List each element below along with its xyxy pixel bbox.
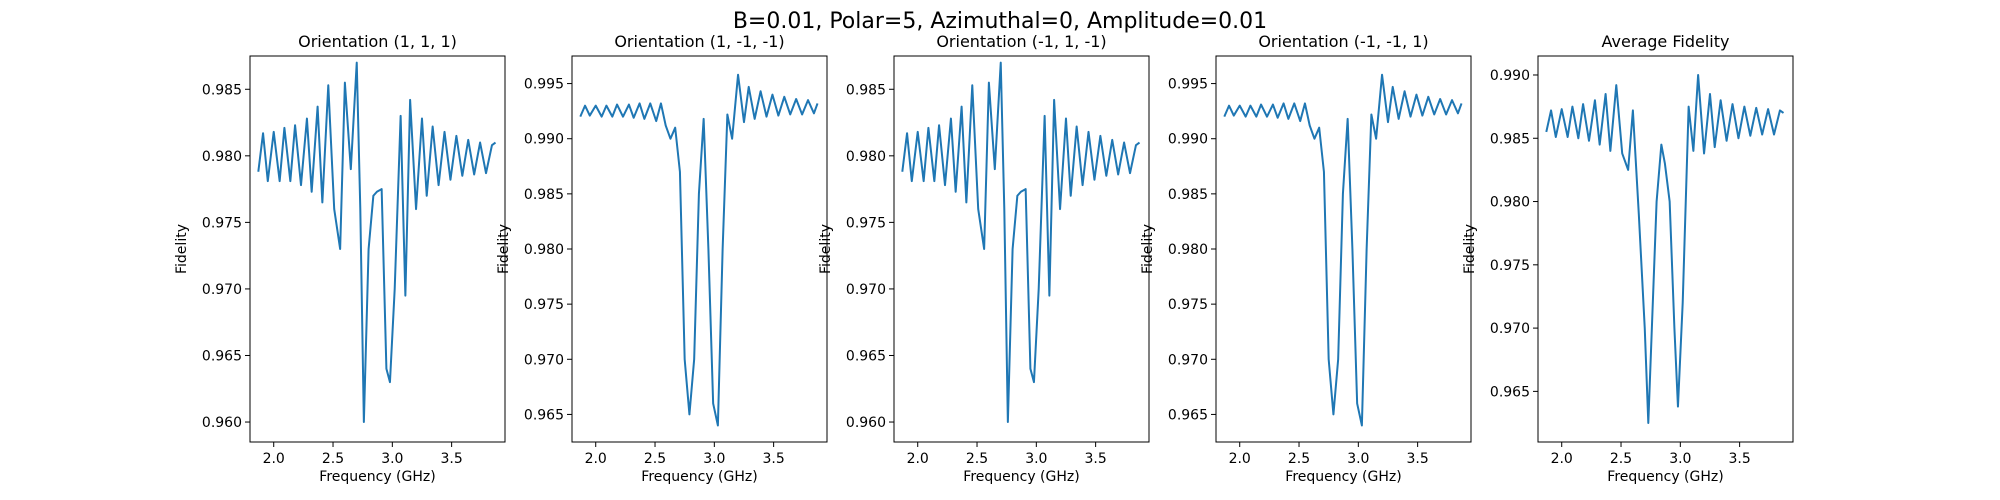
x-tick-label: 2.5 xyxy=(1288,451,1310,467)
x-tick-label: 3.5 xyxy=(1728,451,1750,467)
subplot-title: Orientation (-1, 1, -1) xyxy=(936,32,1106,51)
series-line xyxy=(1223,73,1463,427)
series-line xyxy=(901,61,1141,424)
y-tick-label: 0.970 xyxy=(1490,321,1530,337)
y-tick-label: 0.965 xyxy=(1168,407,1208,423)
subplot-title: Orientation (-1, -1, 1) xyxy=(1258,32,1428,51)
y-tick-label: 0.970 xyxy=(524,352,564,368)
figure-title: B=0.01, Polar=5, Azimuthal=0, Amplitude=… xyxy=(733,9,1267,34)
x-axis-label: Frequency (GHz) xyxy=(641,469,757,485)
y-tick-label: 0.975 xyxy=(846,215,886,231)
y-tick-label: 0.995 xyxy=(524,77,564,93)
y-tick-label: 0.975 xyxy=(1168,297,1208,313)
y-tick-label: 0.970 xyxy=(202,282,242,298)
y-tick-label: 0.975 xyxy=(524,297,564,313)
x-tick-label: 3.5 xyxy=(1084,451,1106,467)
plot-frame xyxy=(249,55,506,443)
y-tick-label: 0.965 xyxy=(202,348,242,364)
x-tick-label: 2.5 xyxy=(322,451,344,467)
subplots: Orientation (1, 1, 1) 2.0 2.5 3.0 3.5 0.960 0.… xyxy=(174,32,1794,485)
y-tick-label: 0.960 xyxy=(202,415,242,431)
y-tick-label: 0.990 xyxy=(1168,132,1208,148)
y-tick-label: 0.965 xyxy=(524,407,564,423)
x-axis-label: Frequency (GHz) xyxy=(319,469,435,485)
x-tick-label: 2.0 xyxy=(1229,451,1251,467)
x-tick-label: 2.5 xyxy=(966,451,988,467)
y-tick-label: 0.980 xyxy=(202,149,242,165)
x-tick-label: 2.0 xyxy=(585,451,607,467)
y-tick-label: 0.985 xyxy=(1490,131,1530,147)
y-tick-label: 0.985 xyxy=(202,82,242,98)
y-tick-label: 0.980 xyxy=(1490,195,1530,211)
x-tick-label: 3.5 xyxy=(762,451,784,467)
y-tick-label: 0.975 xyxy=(1490,258,1530,274)
series-line xyxy=(1545,73,1785,425)
subplot-4: Orientation (-1, -1, 1) 2.0 2.5 3.0 3.5 0.965… xyxy=(1140,32,1472,485)
x-axis-label: Frequency (GHz) xyxy=(963,469,1079,485)
y-axis-label: Fidelity xyxy=(496,224,512,274)
y-tick-label: 0.985 xyxy=(1168,187,1208,203)
x-tick-label: 2.5 xyxy=(1610,451,1632,467)
y-tick-label: 0.980 xyxy=(1168,242,1208,258)
plot-frame xyxy=(893,55,1150,443)
y-tick-label: 0.965 xyxy=(846,348,886,364)
plot-frame xyxy=(1537,55,1794,443)
x-tick-label: 3.5 xyxy=(440,451,462,467)
x-tick-label: 2.0 xyxy=(1551,451,1573,467)
x-tick-label: 3.5 xyxy=(1406,451,1428,467)
x-tick-label: 2.0 xyxy=(263,451,285,467)
subplot-2: Orientation (1, -1, -1) 2.0 2.5 3.0 3.5 0.965… xyxy=(496,32,828,485)
subplot-5: Average Fidelity 2.0 2.5 3.0 3.5 0.965 0.970 0.… xyxy=(1462,32,1794,485)
subplot-title: Orientation (1, 1, 1) xyxy=(298,32,457,51)
x-tick-label: 3.0 xyxy=(1347,451,1369,467)
series-line xyxy=(257,61,497,424)
y-tick-label: 0.960 xyxy=(846,415,886,431)
series-line xyxy=(579,73,819,427)
y-tick-label: 0.990 xyxy=(1490,68,1530,84)
y-tick-label: 0.980 xyxy=(524,242,564,258)
subplot-title: Orientation (1, -1, -1) xyxy=(614,32,784,51)
x-tick-label: 3.0 xyxy=(1025,451,1047,467)
y-tick-label: 0.985 xyxy=(524,187,564,203)
x-tick-label: 3.0 xyxy=(703,451,725,467)
y-tick-label: 0.985 xyxy=(846,82,886,98)
subplot-1: Orientation (1, 1, 1) 2.0 2.5 3.0 3.5 0.960 0.… xyxy=(174,32,506,485)
y-tick-label: 0.975 xyxy=(202,215,242,231)
y-axis-label: Fidelity xyxy=(174,224,190,274)
subplot-title: Average Fidelity xyxy=(1602,32,1730,51)
y-tick-label: 0.970 xyxy=(846,282,886,298)
x-axis-label: Frequency (GHz) xyxy=(1285,469,1401,485)
x-tick-label: 3.0 xyxy=(1669,451,1691,467)
y-tick-label: 0.965 xyxy=(1490,384,1530,400)
y-tick-label: 0.980 xyxy=(846,149,886,165)
y-tick-label: 0.995 xyxy=(1168,77,1208,93)
x-tick-label: 2.0 xyxy=(907,451,929,467)
x-tick-label: 2.5 xyxy=(644,451,666,467)
x-axis-label: Frequency (GHz) xyxy=(1607,469,1723,485)
x-tick-label: 3.0 xyxy=(381,451,403,467)
subplot-3: Orientation (-1, 1, -1) 2.0 2.5 3.0 3.5 0.960… xyxy=(818,32,1150,485)
y-axis-label: Fidelity xyxy=(1140,224,1156,274)
y-axis-label: Fidelity xyxy=(1462,224,1478,274)
y-axis-label: Fidelity xyxy=(818,224,834,274)
y-tick-label: 0.970 xyxy=(1168,352,1208,368)
y-tick-label: 0.990 xyxy=(524,132,564,148)
